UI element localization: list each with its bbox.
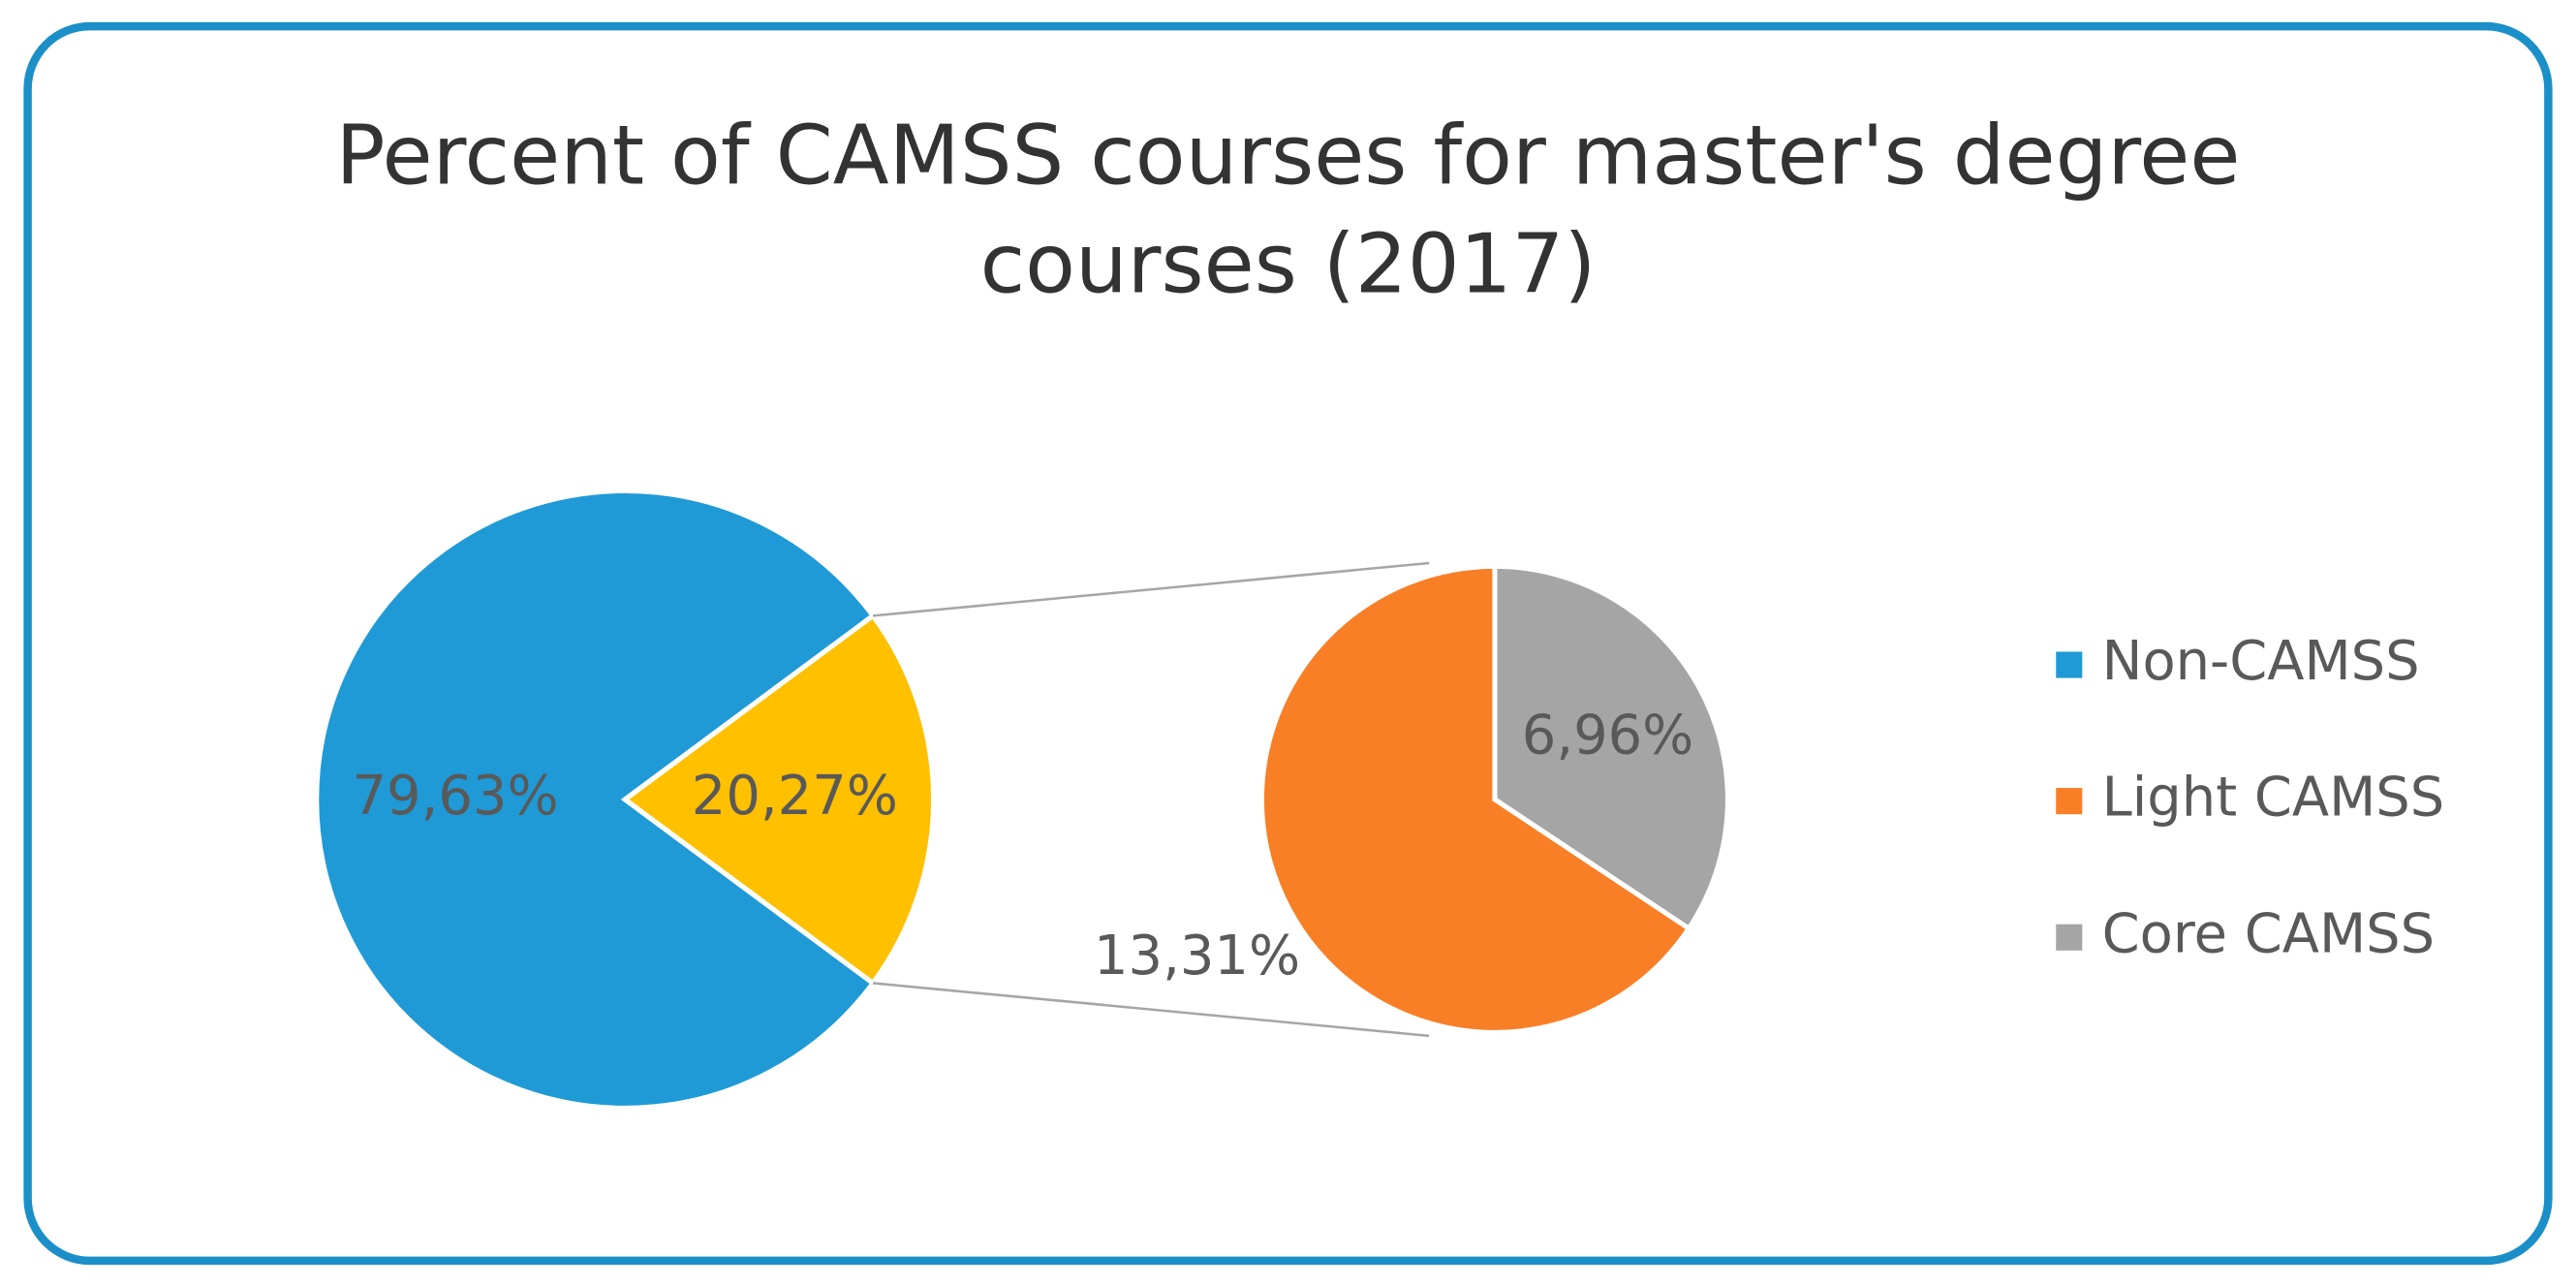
legend-label: Core CAMSS [2102, 902, 2435, 965]
legend-marker [2056, 788, 2083, 815]
data-label: 6,96% [1522, 705, 1694, 768]
connector-line [872, 982, 1430, 1038]
legend-label: Light CAMSS [2102, 767, 2445, 830]
pie-slice [314, 487, 877, 1111]
title-box: Percent of CAMSS courses for master's de… [335, 108, 2241, 312]
legend-label: Non-CAMSS [2102, 630, 2420, 693]
data-label: 20,27% [692, 765, 898, 828]
legend-marker [2056, 924, 2083, 951]
chart-title: Percent of CAMSS courses for master's de… [335, 108, 2241, 312]
data-label: 79,63% [352, 765, 558, 828]
connector-line [872, 561, 1430, 617]
legend-marker [2056, 651, 2083, 678]
pie-slice [1258, 563, 1692, 1035]
data-label: 13,31% [1094, 925, 1300, 988]
pie-slice [620, 612, 937, 987]
